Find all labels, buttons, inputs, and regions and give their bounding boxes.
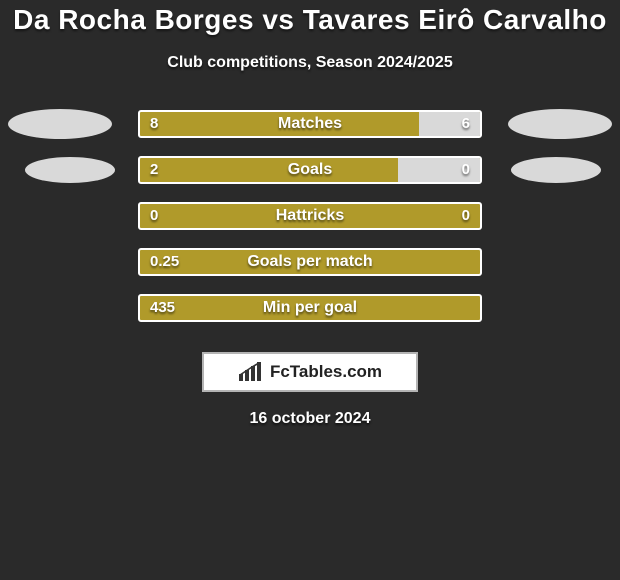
player-right-marker bbox=[511, 157, 601, 183]
bars-icon bbox=[238, 362, 264, 382]
stat-value-left: 8 bbox=[150, 110, 158, 138]
player-left-marker bbox=[25, 157, 115, 183]
date-text: 16 october 2024 bbox=[0, 410, 620, 428]
bar-track bbox=[138, 156, 482, 184]
bar-track bbox=[138, 248, 482, 276]
stat-row-matches: 8 Matches 6 bbox=[0, 110, 620, 156]
stat-row-gpm: 0.25 Goals per match bbox=[0, 248, 620, 294]
stat-value-left: 0 bbox=[150, 202, 158, 230]
fctables-link[interactable]: FcTables.com bbox=[202, 352, 418, 392]
bar-track bbox=[138, 294, 482, 322]
stat-value-left: 0.25 bbox=[150, 248, 179, 276]
bar-right-fill bbox=[419, 112, 480, 136]
bar-track bbox=[138, 202, 482, 230]
stat-rows: 8 Matches 6 2 Goals 0 0 Hattricks 0 bbox=[0, 110, 620, 340]
player-right-marker bbox=[508, 109, 612, 139]
logo-text: FcTables.com bbox=[270, 362, 382, 382]
stat-value-left: 2 bbox=[150, 156, 158, 184]
stat-value-right: 0 bbox=[462, 156, 470, 184]
stat-row-mpg: 435 Min per goal bbox=[0, 294, 620, 340]
page-subtitle: Club competitions, Season 2024/2025 bbox=[0, 54, 620, 72]
stat-value-right: 0 bbox=[462, 202, 470, 230]
stat-value-left: 435 bbox=[150, 294, 175, 322]
player-left-marker bbox=[8, 109, 112, 139]
page-title: Da Rocha Borges vs Tavares Eirô Carvalho bbox=[0, 4, 620, 36]
stat-value-right: 6 bbox=[462, 110, 470, 138]
stat-row-goals: 2 Goals 0 bbox=[0, 156, 620, 202]
stat-row-hattricks: 0 Hattricks 0 bbox=[0, 202, 620, 248]
bar-track bbox=[138, 110, 482, 138]
comparison-card: Da Rocha Borges vs Tavares Eirô Carvalho… bbox=[0, 0, 620, 580]
